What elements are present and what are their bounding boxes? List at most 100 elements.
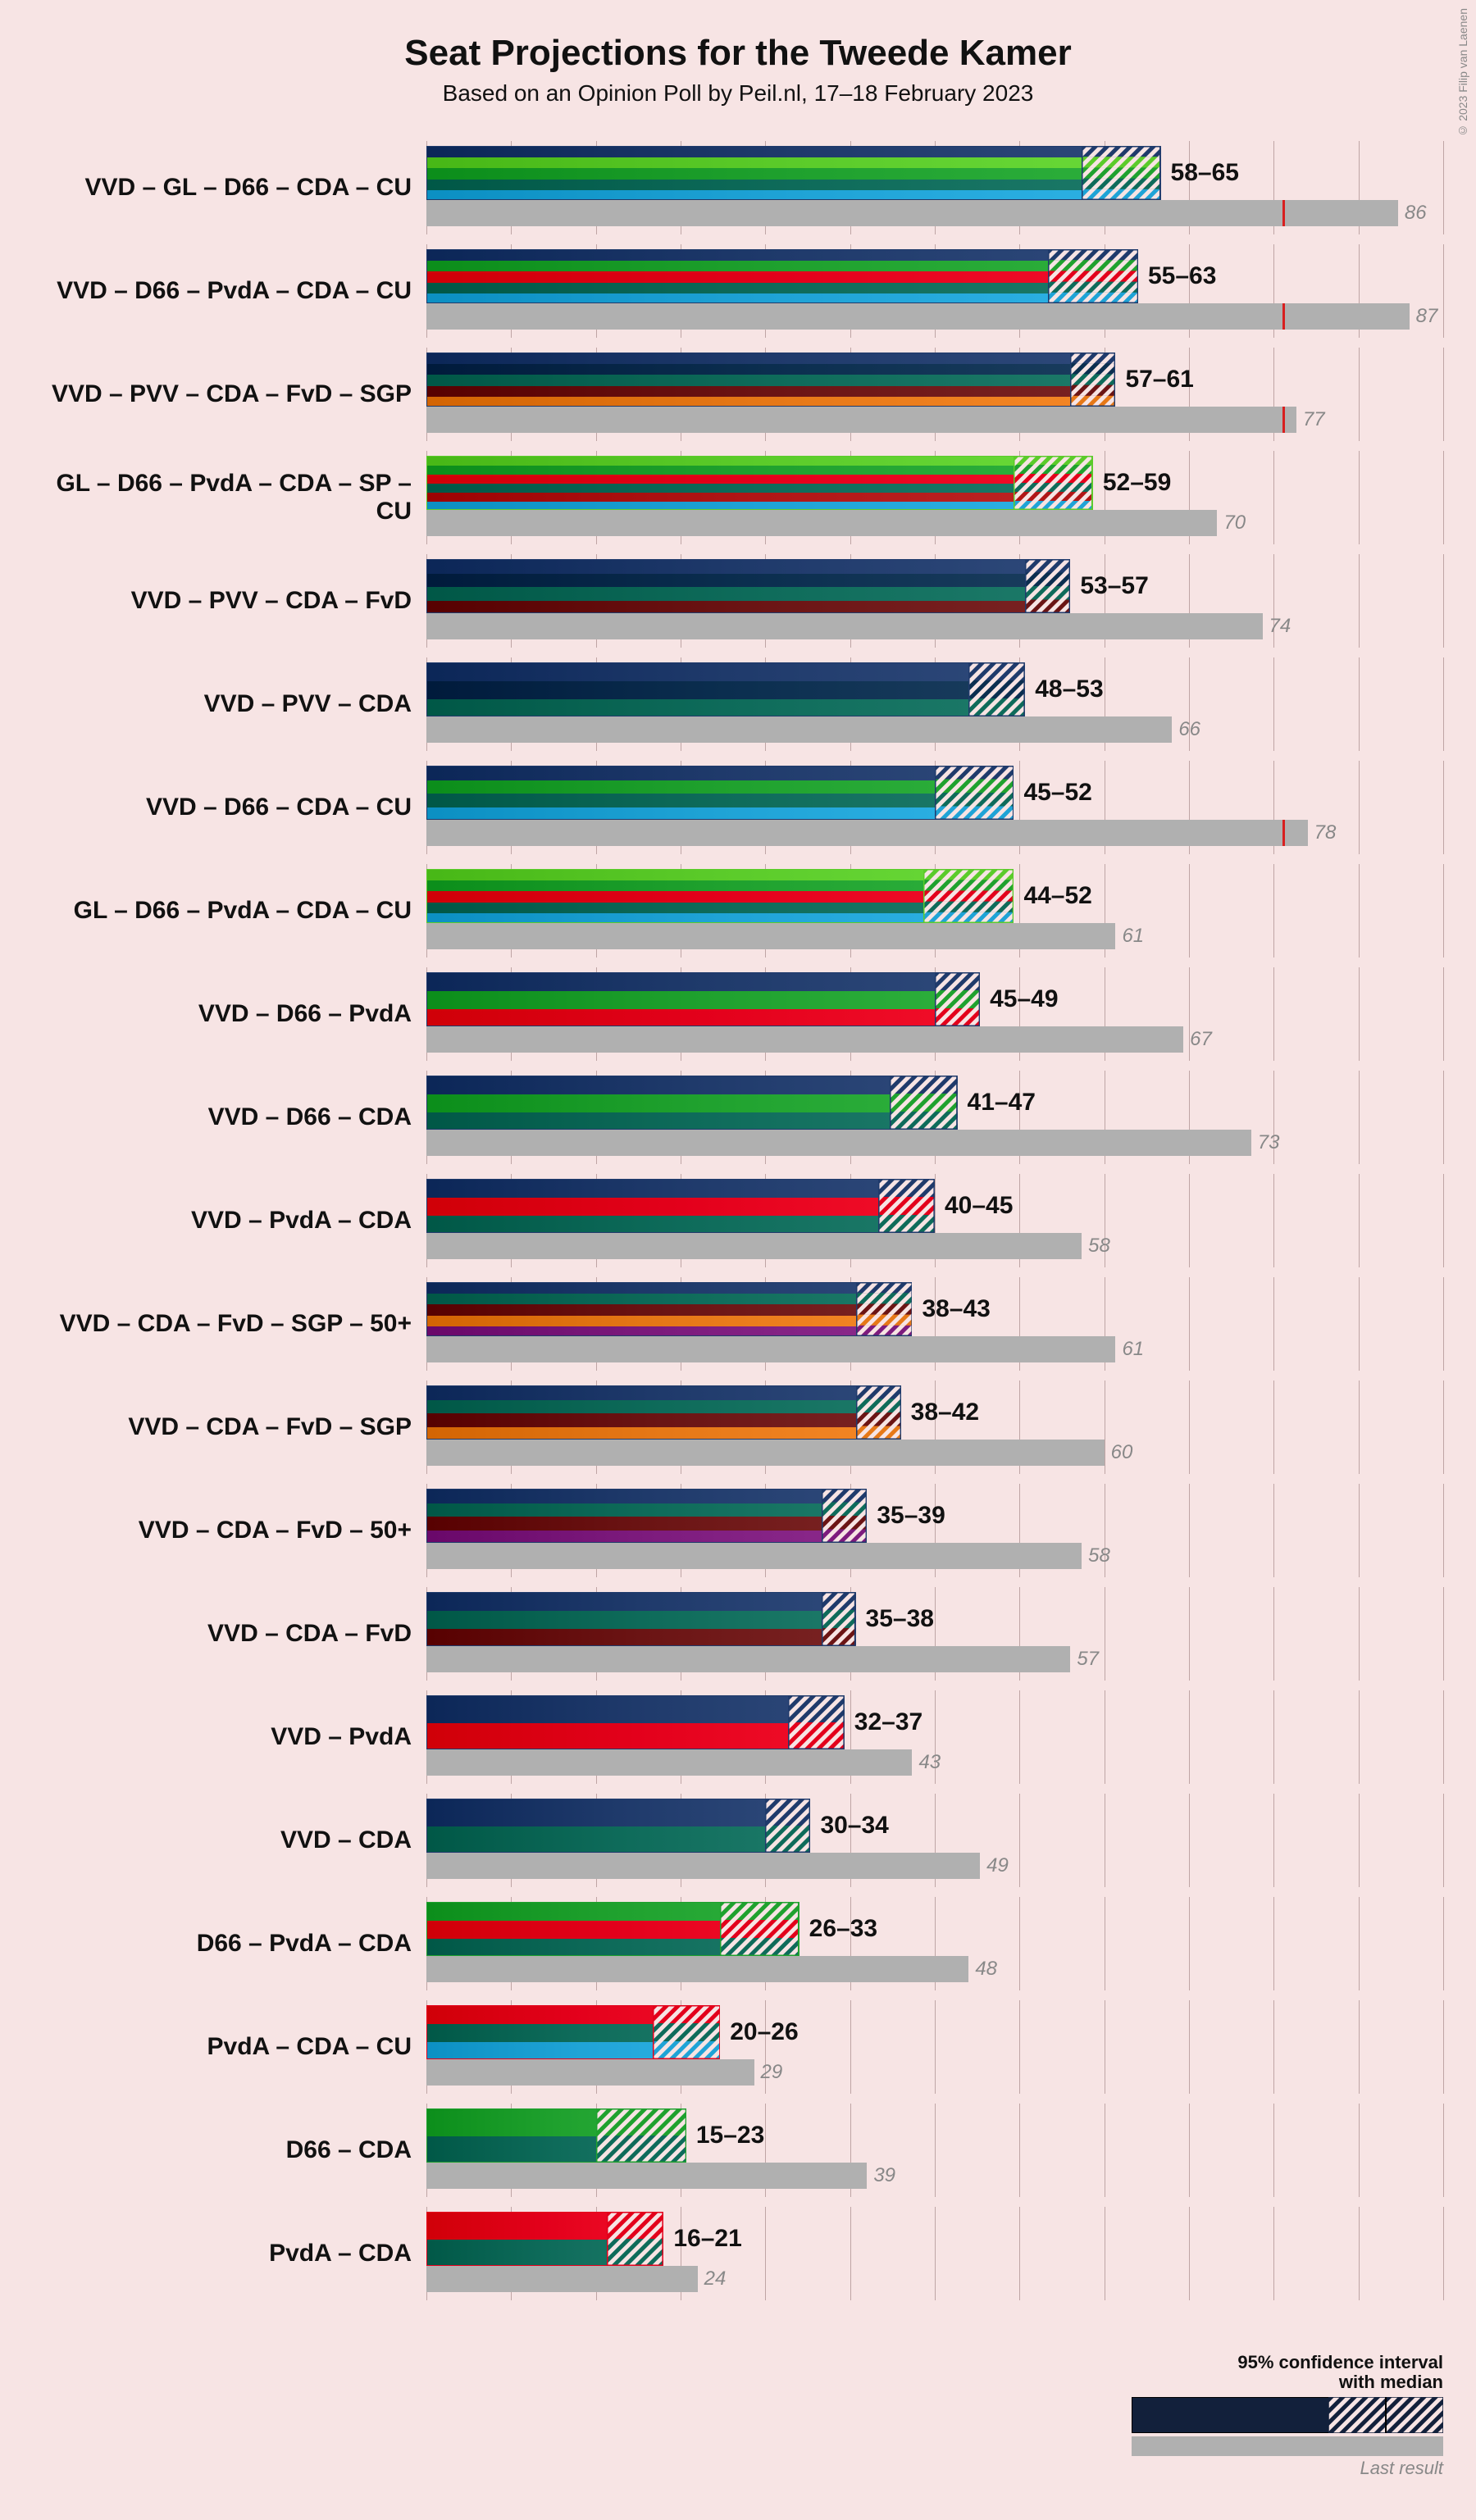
chart-subtitle: Based on an Opinion Poll by Peil.nl, 17–…: [25, 80, 1451, 107]
bar-zone: 8658–65: [426, 136, 1443, 239]
last-result-bar: [426, 923, 1115, 949]
last-result-bar: [426, 1130, 1251, 1156]
bar-zone: 77 57–61: [426, 343, 1443, 446]
last-result-value: 29: [761, 2061, 783, 2084]
coalition-label: VVD – CDA: [33, 1826, 426, 1854]
copyright-text: © 2023 Filip van Laenen: [1456, 8, 1469, 138]
coalition-row: VVD – PVV – CDA – FvD7453–57: [33, 549, 1443, 653]
coalition-row: D66 – CDA 39 15–23: [33, 2099, 1443, 2202]
last-result-value: 43: [918, 1751, 941, 1774]
projection-range: 45–52: [1023, 779, 1091, 807]
projection-range: 44–52: [1023, 882, 1091, 910]
coalition-label: D66 – CDA: [33, 2136, 426, 2164]
projection-range: 45–49: [990, 985, 1058, 1013]
chart-title: Seat Projections for the Tweede Kamer: [25, 33, 1451, 74]
last-result-bar: [426, 716, 1172, 743]
bar-zone: 61 44–52: [426, 859, 1443, 962]
projection-bar: [426, 1385, 901, 1440]
coalition-row: GL – D66 – PvdA – CDA – SP – CU7052–59: [33, 446, 1443, 549]
projection-bar: [426, 869, 1014, 923]
coalition-row: VVD – CDA – FvD – SGP – 50+6138–43: [33, 1272, 1443, 1376]
projection-bar: [426, 2108, 686, 2163]
coalition-label: VVD – GL – D66 – CDA – CU: [33, 174, 426, 202]
last-result-bar: [426, 613, 1263, 639]
last-result-value: 61: [1122, 925, 1144, 948]
last-result-bar: [426, 1336, 1115, 1362]
projection-range: 16–21: [673, 2225, 741, 2253]
last-result-bar: [426, 1233, 1082, 1259]
bar-zone: 2416–21: [426, 2202, 1443, 2305]
projection-bar: [426, 559, 1070, 613]
legend-ci-line1: 95% confidence interval: [1237, 2352, 1443, 2372]
coalition-label: VVD – CDA – FvD: [33, 1620, 426, 1648]
last-result-bar: [426, 820, 1308, 846]
projection-bar: [426, 1489, 867, 1543]
bar-zone: 6745–49: [426, 962, 1443, 1066]
projection-bar: [426, 1695, 845, 1749]
coalition-row: VVD – CDA – FvD – SGP6038–42: [33, 1376, 1443, 1479]
coalition-label: PvdA – CDA – CU: [33, 2033, 426, 2061]
coalition-label: VVD – D66 – PvdA: [33, 1000, 426, 1028]
bar-zone: 6038–42: [426, 1376, 1443, 1479]
last-result-value: 39: [873, 2164, 895, 2187]
coalition-row: VVD – CDA – FvD – 50+5835–39: [33, 1479, 1443, 1582]
coalition-label: VVD – PVV – CDA: [33, 690, 426, 718]
bar-zone: 39 15–23: [426, 2099, 1443, 2202]
projection-range: 15–23: [696, 2122, 764, 2149]
last-result-bar: [426, 510, 1217, 536]
bar-zone: 6138–43: [426, 1272, 1443, 1376]
legend-last-label: Last result: [1099, 2458, 1443, 2479]
coalition-row: VVD – CDA – FvD5735–38: [33, 1582, 1443, 1685]
projection-range: 38–43: [922, 1295, 990, 1323]
projection-range: 20–26: [730, 2018, 798, 2046]
projection-bar: [426, 249, 1138, 303]
last-result-bar: [426, 1646, 1070, 1672]
coalition-row: VVD – GL – D66 – CDA – CU8658–65: [33, 136, 1443, 239]
coalition-label: VVD – D66 – CDA: [33, 1103, 426, 1131]
projection-range: 30–34: [820, 1812, 888, 1840]
bar-zone: 43 32–37: [426, 1685, 1443, 1789]
projection-range: 52–59: [1103, 469, 1171, 497]
coalition-row: VVD – D66 – PvdA – CDA – CU8755–63: [33, 239, 1443, 343]
last-result-bar: [426, 1543, 1082, 1569]
coalition-label: VVD – D66 – CDA – CU: [33, 794, 426, 821]
coalition-label: VVD – CDA – FvD – SGP: [33, 1413, 426, 1441]
coalition-row: VVD – PVV – CDA – FvD – SGP7757–61: [33, 343, 1443, 446]
projection-bar: [426, 2005, 720, 2059]
last-result-value: 70: [1223, 512, 1246, 534]
chart-area: VVD – GL – D66 – CDA – CU8658–65VVD – D6…: [33, 136, 1443, 2305]
last-result-value: 58: [1088, 1544, 1110, 1567]
last-result-value: 58: [1088, 1235, 1110, 1258]
coalition-row: VVD – PvdA 43 32–37: [33, 1685, 1443, 1789]
last-result-bar: [426, 200, 1398, 226]
bar-zone: 70 52–59: [426, 446, 1443, 549]
last-result-bar: [426, 407, 1296, 433]
last-result-value: 74: [1269, 615, 1292, 638]
coalition-row: VVD – D66 – PvdA6745–49: [33, 962, 1443, 1066]
last-result-value: 86: [1405, 202, 1427, 225]
bar-zone: 7341–47: [426, 1066, 1443, 1169]
coalition-row: PvdA – CDA – CU 29 20–26: [33, 1995, 1443, 2099]
projection-range: 57–61: [1125, 366, 1193, 393]
projection-range: 55–63: [1148, 262, 1216, 290]
coalition-row: D66 – PvdA – CDA4826–33: [33, 1892, 1443, 1995]
majority-marker: [1282, 820, 1285, 846]
coalition-row: VVD – D66 – CDA7341–47: [33, 1066, 1443, 1169]
legend-ci-line2: with median: [1339, 2372, 1443, 2392]
chart-page: © 2023 Filip van Laenen Seat Projections…: [0, 0, 1476, 2520]
coalition-label: VVD – CDA – FvD – SGP – 50+: [33, 1310, 426, 1338]
projection-bar: [426, 353, 1115, 407]
legend-hatch-icon: [1328, 2397, 1443, 2433]
last-result-bar: [426, 1749, 912, 1776]
last-result-value: 66: [1178, 718, 1200, 741]
majority-marker: [1282, 200, 1285, 226]
last-result-bar: [426, 1853, 980, 1879]
last-result-value: 77: [1303, 408, 1325, 431]
projection-bar: [426, 2212, 663, 2266]
coalition-label: VVD – PvdA – CDA: [33, 1207, 426, 1235]
coalition-label: VVD – PvdA: [33, 1723, 426, 1751]
projection-bar: [426, 1592, 856, 1646]
projection-range: 41–47: [968, 1089, 1036, 1117]
projection-range: 53–57: [1080, 572, 1148, 600]
projection-range: 32–37: [854, 1708, 922, 1736]
